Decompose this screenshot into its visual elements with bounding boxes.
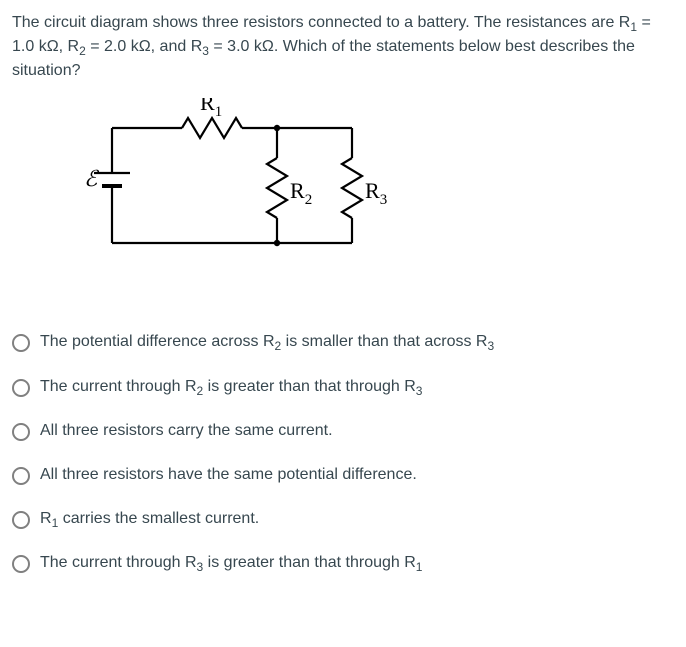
radio-icon[interactable] <box>12 467 30 485</box>
option-3[interactable]: All three resistors carry the same curre… <box>12 422 674 442</box>
option-2[interactable]: The current through R2 is greater than t… <box>12 378 674 398</box>
option-5[interactable]: R1 carries the smallest current. <box>12 510 674 530</box>
r1-label: R1 <box>200 98 222 120</box>
emf-label: ℰ <box>84 166 100 191</box>
option-5-text: R1 carries the smallest current. <box>40 510 259 530</box>
radio-icon[interactable] <box>12 334 30 352</box>
option-4-text: All three resistors have the same potent… <box>40 466 417 486</box>
option-2-text: The current through R2 is greater than t… <box>40 378 422 398</box>
q-part1: The circuit diagram shows three resistor… <box>12 14 630 31</box>
radio-icon[interactable] <box>12 555 30 573</box>
r2-label: R2 <box>290 178 312 208</box>
option-1-text: The potential difference across R2 is sm… <box>40 333 494 353</box>
option-1[interactable]: The potential difference across R2 is sm… <box>12 333 674 353</box>
option-6[interactable]: The current through R3 is greater than t… <box>12 554 674 574</box>
radio-icon[interactable] <box>12 423 30 441</box>
q-part3: = 2.0 kΩ, and R <box>86 38 202 55</box>
options-list: The potential difference across R2 is sm… <box>12 333 674 574</box>
circuit-diagram: ℰ R1 R2 R3 <box>82 98 674 293</box>
question-text: The circuit diagram shows three resistor… <box>12 12 674 82</box>
option-4[interactable]: All three resistors have the same potent… <box>12 466 674 486</box>
q-sub3: 3 <box>202 44 209 58</box>
radio-icon[interactable] <box>12 379 30 397</box>
q-sub2: 2 <box>79 44 86 58</box>
r3-label: R3 <box>365 178 387 208</box>
option-6-text: The current through R3 is greater than t… <box>40 554 422 574</box>
radio-icon[interactable] <box>12 511 30 529</box>
option-3-text: All three resistors carry the same curre… <box>40 422 333 442</box>
